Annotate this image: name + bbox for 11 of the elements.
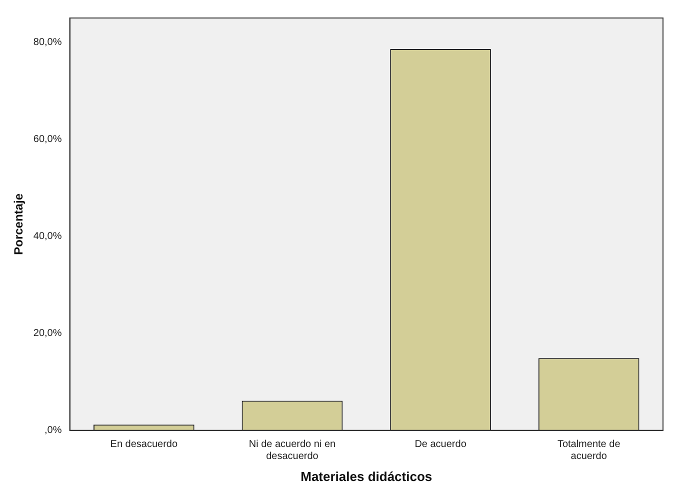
y-tick-label: 40,0% <box>33 231 62 242</box>
y-tick-label: 60,0% <box>33 134 62 146</box>
y-tick-label: ,0% <box>44 425 62 436</box>
y-tick-label: 20,0% <box>33 328 62 340</box>
y-tick-label: 80,0% <box>33 37 62 48</box>
x-tick-label: Totalmente de acuerdo <box>557 439 621 462</box>
y-axis-title: Porcentaje <box>12 193 26 255</box>
x-tick-label: De acuerdo <box>414 439 467 450</box>
x-tick-label: En desacuerdo <box>110 439 178 450</box>
x-tick-label: Ni de acuerdo ni en desacuerdo <box>248 439 336 462</box>
x-axis-title: Materiales didácticos <box>300 468 432 484</box>
